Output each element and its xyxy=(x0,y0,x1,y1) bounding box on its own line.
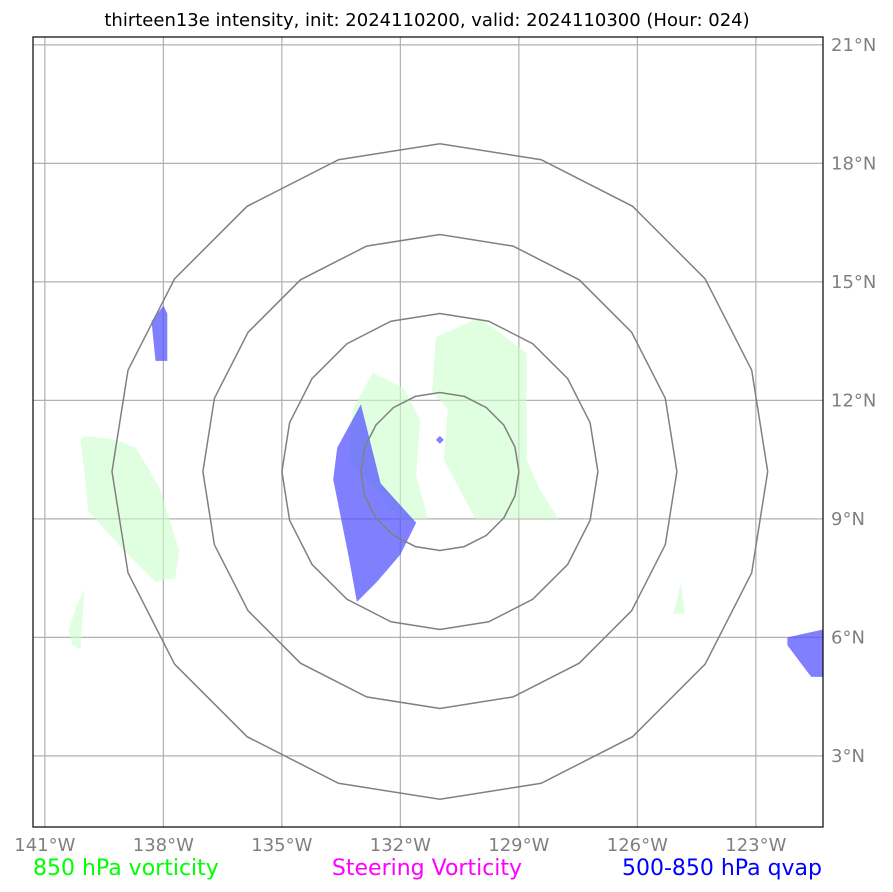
lat-tick-label: 3°N xyxy=(831,746,865,767)
range-rings xyxy=(111,142,769,801)
lon-tick-label: 138°W xyxy=(133,835,194,856)
range-ring xyxy=(281,312,599,631)
longitude-tick-labels: 141°W 138°W 135°W 132°W 129°W 126°W 123°W xyxy=(14,835,786,856)
lat-tick-label: 15°N xyxy=(831,272,876,293)
range-ring xyxy=(111,142,769,801)
range-ring xyxy=(360,391,520,552)
lon-tick-label: 132°W xyxy=(370,835,431,856)
lat-tick-label: 12°N xyxy=(831,390,876,411)
legend-850-vorticity: 850 hPa vorticity xyxy=(33,856,219,881)
lat-tick-label: 6°N xyxy=(831,627,865,648)
shaded-fields xyxy=(68,305,823,677)
lon-tick-label: 129°W xyxy=(488,835,549,856)
qvap-area xyxy=(151,305,168,361)
figure-title: thirteen13e intensity, init: 2024110200,… xyxy=(104,10,749,31)
qvap-area xyxy=(435,435,444,444)
map-frame xyxy=(32,36,824,828)
lon-tick-label: 141°W xyxy=(14,835,75,856)
vorticity-850-area xyxy=(80,435,180,583)
vorticity-850-area xyxy=(672,582,685,614)
lat-tick-label: 18°N xyxy=(831,153,876,174)
latitude-tick-labels: 21°N 18°N 15°N 12°N 9°N 6°N 3°N xyxy=(831,35,876,767)
lon-tick-label: 126°W xyxy=(607,835,668,856)
legend: 850 hPa vorticity Steering Vorticity 500… xyxy=(33,856,822,881)
map-plot-area xyxy=(32,36,824,828)
lon-tick-label: 123°W xyxy=(725,835,786,856)
lat-tick-label: 9°N xyxy=(831,509,865,530)
legend-qvap: 500-850 hPa qvap xyxy=(622,856,822,881)
graticule xyxy=(33,37,823,827)
lat-tick-label: 21°N xyxy=(831,35,876,56)
range-ring xyxy=(202,233,678,710)
vorticity-850-area xyxy=(432,317,559,519)
lon-tick-label: 135°W xyxy=(251,835,312,856)
vorticity-850-area xyxy=(68,590,85,650)
qvap-area xyxy=(333,404,417,602)
legend-steering-vorticity: Steering Vorticity xyxy=(332,856,522,881)
qvap-area xyxy=(787,629,823,677)
